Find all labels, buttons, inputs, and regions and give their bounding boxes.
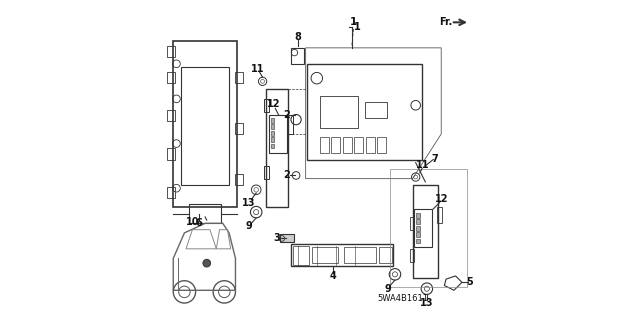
Bar	[271, 124, 275, 129]
Bar	[291, 244, 394, 266]
Circle shape	[203, 259, 211, 267]
Text: 7: 7	[431, 154, 438, 165]
Text: 3: 3	[273, 233, 280, 243]
Bar	[236, 72, 243, 83]
Text: 5WA4B1611: 5WA4B1611	[378, 294, 428, 303]
Bar	[291, 48, 304, 64]
Bar	[366, 137, 375, 153]
Text: 1: 1	[354, 22, 361, 32]
Bar	[320, 137, 329, 153]
Text: 2: 2	[283, 170, 290, 181]
Bar	[416, 239, 420, 243]
Bar	[436, 207, 442, 223]
Bar	[365, 102, 387, 118]
Bar	[271, 137, 275, 142]
Bar	[264, 166, 269, 179]
Bar	[280, 234, 294, 242]
Bar	[264, 99, 269, 112]
Bar	[416, 219, 420, 224]
Bar	[181, 67, 229, 185]
Bar	[293, 246, 309, 265]
Bar	[271, 131, 275, 136]
Bar	[355, 137, 364, 153]
Bar	[416, 232, 420, 237]
Bar	[167, 46, 175, 57]
Bar	[271, 144, 275, 148]
Text: 8: 8	[294, 32, 301, 42]
Text: 11: 11	[416, 160, 430, 170]
Text: 9: 9	[385, 284, 391, 294]
Bar	[287, 115, 293, 134]
Bar	[343, 137, 352, 153]
Bar	[320, 96, 358, 128]
Bar	[410, 217, 415, 230]
Bar	[307, 64, 422, 160]
Text: 12: 12	[435, 194, 449, 204]
Text: 13: 13	[420, 298, 434, 308]
Bar	[414, 209, 431, 247]
Text: 6: 6	[195, 218, 202, 228]
Text: 2: 2	[283, 110, 290, 120]
Bar	[167, 72, 175, 83]
Text: 9: 9	[246, 221, 253, 232]
Bar	[378, 137, 387, 153]
Bar	[167, 148, 175, 160]
Bar	[332, 137, 340, 153]
Bar	[271, 118, 275, 123]
Text: 12: 12	[267, 99, 280, 109]
Text: 1: 1	[350, 17, 357, 27]
Bar	[236, 174, 243, 185]
Text: 5: 5	[466, 277, 473, 287]
Bar	[312, 247, 337, 263]
Bar	[416, 226, 420, 231]
Bar	[410, 249, 415, 262]
Text: 13: 13	[243, 197, 256, 208]
Bar	[167, 110, 175, 121]
Text: 11: 11	[251, 63, 264, 74]
Bar	[416, 213, 420, 218]
Text: Fr.: Fr.	[440, 17, 452, 27]
Bar	[379, 247, 392, 263]
Bar	[344, 247, 376, 263]
Text: 4: 4	[330, 271, 336, 281]
Bar	[173, 41, 237, 207]
Bar	[167, 187, 175, 198]
Text: 10: 10	[186, 217, 199, 227]
Bar	[269, 115, 287, 153]
Bar	[236, 123, 243, 134]
